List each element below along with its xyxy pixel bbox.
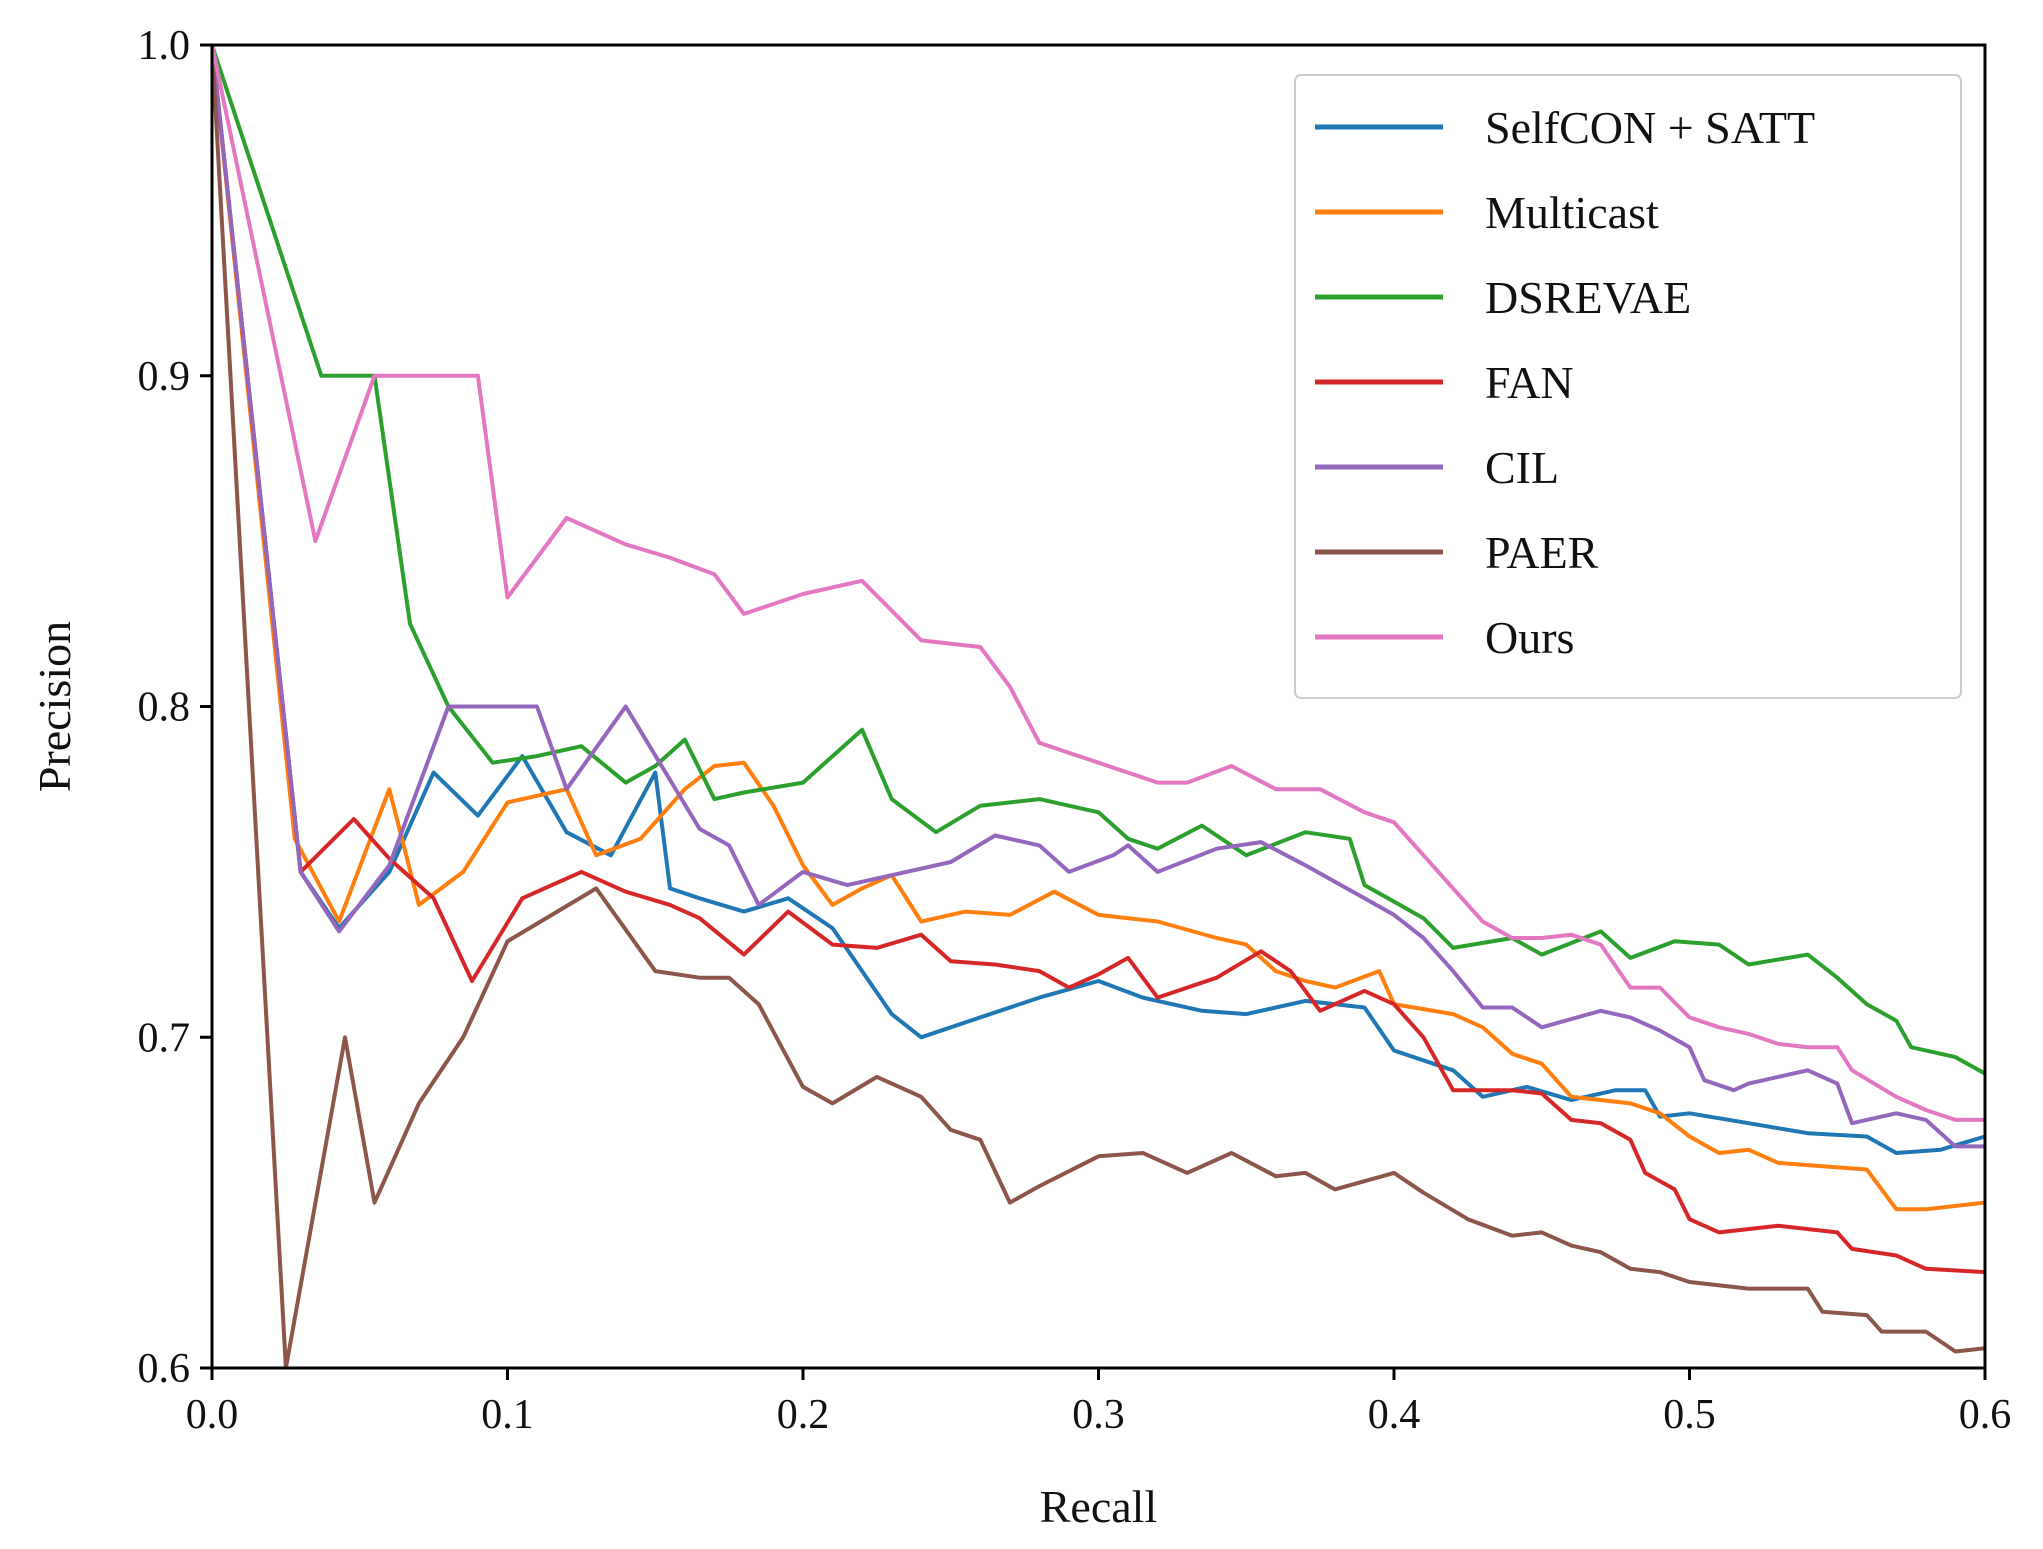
series-line-paer <box>212 45 1985 1368</box>
y-tick-label: 0.6 <box>138 1346 191 1392</box>
x-tick-label: 0.1 <box>481 1392 534 1438</box>
legend-item: SelfCON + SATT <box>1315 102 1815 153</box>
legend-item: CIL <box>1315 442 1559 493</box>
legend-item: Multicast <box>1315 187 1659 238</box>
x-tick-label: 0.0 <box>186 1392 239 1438</box>
legend-label: SelfCON + SATT <box>1485 102 1815 153</box>
legend-label: PAER <box>1485 527 1599 578</box>
x-tick-label: 0.4 <box>1368 1392 1421 1438</box>
y-tick-label: 1.0 <box>138 23 191 69</box>
series-line-fan <box>212 45 1985 1275</box>
y-tick-label: 0.7 <box>138 1015 191 1061</box>
series-line-multicast <box>212 45 1985 1212</box>
legend-label: Multicast <box>1485 187 1659 238</box>
legend-item: PAER <box>1315 527 1599 578</box>
series-lines-layer <box>212 45 1985 1368</box>
legend-label: FAN <box>1485 357 1574 408</box>
legend-label: CIL <box>1485 442 1559 493</box>
y-tick-label: 0.9 <box>138 354 191 400</box>
y-tick-label: 0.8 <box>138 685 191 731</box>
legend-item: Ours <box>1315 612 1574 663</box>
series-line-dsrevae <box>212 45 1985 1076</box>
x-tick-label: 0.5 <box>1663 1392 1716 1438</box>
x-axis-label: Recall <box>1040 1481 1158 1532</box>
series-line-ours <box>212 45 1985 1122</box>
y-axis-label: Precision <box>29 621 80 792</box>
x-tick-label: 0.2 <box>777 1392 830 1438</box>
legend-box <box>1294 74 1962 699</box>
legend-label: Ours <box>1485 612 1574 663</box>
legend-label: DSREVAE <box>1485 272 1691 323</box>
legend-item: DSREVAE <box>1315 272 1691 323</box>
x-tick-label: 0.6 <box>1959 1392 2012 1438</box>
legend-item: FAN <box>1315 357 1574 408</box>
axis-ticks-layer: 0.0 0.1 0.2 0.3 0.4 0.5 0.6 0.6 0.7 0.8 0.9 1.0 <box>138 23 2012 1438</box>
x-tick-label: 0.3 <box>1072 1392 1125 1438</box>
series-line-cil <box>212 45 1985 1149</box>
legend-items: SelfCON + SATT Multicast DSREVAE FAN CIL PAER… <box>1315 102 1815 663</box>
legend: SelfCON + SATT Multicast DSREVAE FAN CIL PAER… <box>1294 74 1962 699</box>
